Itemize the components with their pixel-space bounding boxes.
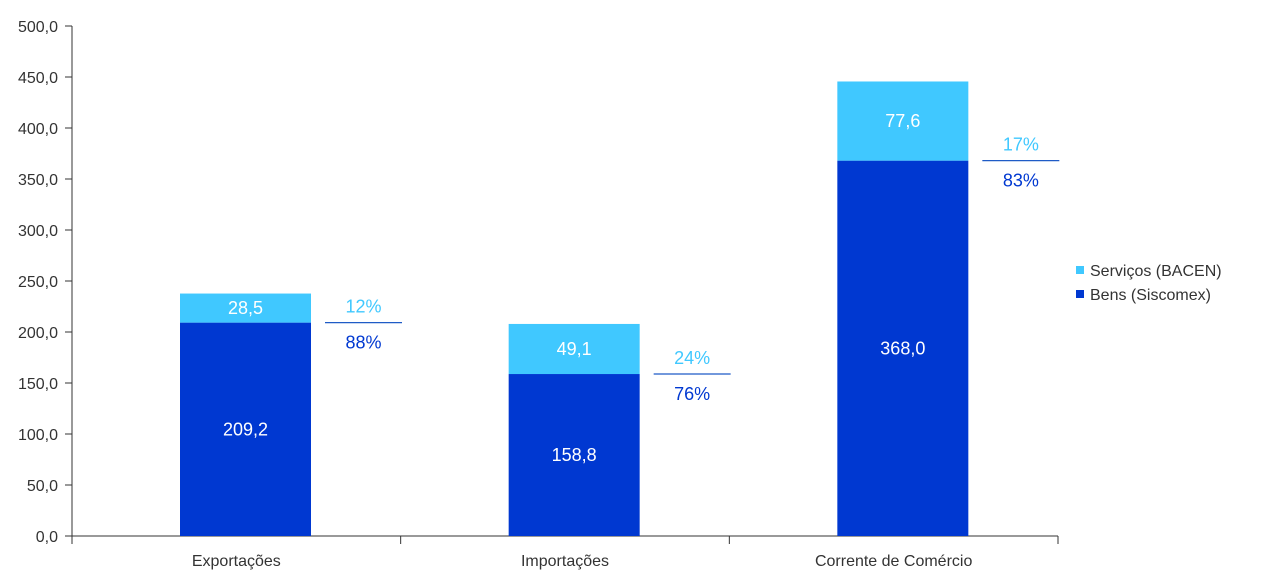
bar-value-label: 158,8 bbox=[552, 445, 597, 465]
share-label-servicos: 17% bbox=[1003, 135, 1039, 155]
legend-swatch bbox=[1076, 266, 1084, 274]
y-tick-label: 200,0 bbox=[18, 325, 58, 342]
y-tick-label: 50,0 bbox=[27, 478, 58, 495]
y-tick-label: 100,0 bbox=[18, 427, 58, 444]
bar-value-label: 49,1 bbox=[557, 339, 592, 359]
y-tick-label: 500,0 bbox=[18, 19, 58, 36]
legend-label: Bens (Siscomex) bbox=[1090, 287, 1211, 304]
bar-value-label: 77,6 bbox=[885, 111, 920, 131]
y-tick-label: 350,0 bbox=[18, 172, 58, 189]
bars-group: 209,2 28,5 158,8 49,1 368,0 77,6 bbox=[180, 81, 969, 536]
y-axis: 0,0 50,0 100,0 150,0 200,0 250,0 300,0 350,0 400… bbox=[18, 19, 73, 546]
x-axis: Exportações Importações Corrente de Comérc… bbox=[71, 535, 1059, 570]
share-label-servicos: 12% bbox=[345, 297, 381, 317]
bar-value-label: 28,5 bbox=[228, 298, 263, 318]
bar-segment bbox=[508, 323, 640, 375]
share-label-bens: 88% bbox=[345, 333, 381, 353]
share-labels-group: 12% 88% 24% 76% 17% 83% bbox=[325, 135, 1060, 404]
bar-segment bbox=[508, 374, 640, 536]
legend-swatch bbox=[1076, 290, 1084, 298]
x-category-label: Importações bbox=[521, 553, 609, 570]
bar-value-label: 368,0 bbox=[880, 338, 925, 358]
share-label-bens: 76% bbox=[674, 384, 710, 404]
legend-label: Serviços (BACEN) bbox=[1090, 263, 1222, 280]
bar-segment bbox=[180, 322, 311, 536]
y-tick-label: 150,0 bbox=[18, 376, 58, 393]
bar-segment bbox=[837, 81, 969, 161]
y-tick-label: 450,0 bbox=[18, 70, 58, 87]
legend: Serviços (BACEN) Bens (Siscomex) bbox=[1076, 263, 1222, 304]
x-category-label: Corrente de Comércio bbox=[815, 553, 973, 570]
y-tick-label: 300,0 bbox=[18, 223, 58, 240]
share-label-bens: 83% bbox=[1003, 171, 1039, 191]
bar-value-label: 209,2 bbox=[223, 419, 268, 439]
y-tick-label: 400,0 bbox=[18, 121, 58, 138]
bar-segment bbox=[837, 160, 969, 536]
y-tick-label: 250,0 bbox=[18, 274, 58, 291]
bar-segment bbox=[180, 293, 311, 323]
y-tick-label: 0,0 bbox=[36, 529, 58, 546]
x-category-label: Exportações bbox=[192, 553, 281, 570]
share-label-servicos: 24% bbox=[674, 348, 710, 368]
